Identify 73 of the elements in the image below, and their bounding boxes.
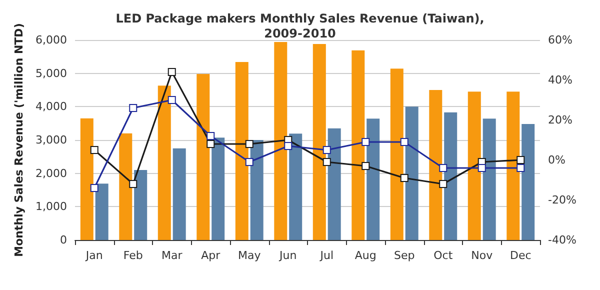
bar [274,42,288,240]
point [129,180,138,188]
bar [212,138,225,240]
y-tick-label: 5,000 [36,66,67,80]
bar [235,62,248,240]
x-tick-label: Aug [354,249,376,262]
y-axis-title: Monthly Sales Revenue ('million NTD) [12,23,26,257]
point [206,132,215,140]
bar [468,92,481,240]
bar [522,124,535,240]
point [206,140,215,148]
chart-title: LED Package makers Monthly Sales Revenue (Taiwan), 2009-2010 [116,12,484,40]
x-tick-label: Mar [161,249,183,262]
y-tick-label: 6,000 [36,34,67,46]
point [439,180,448,188]
point [168,96,176,104]
bar [134,170,148,240]
x-tick-label: Jan [84,249,103,262]
point [400,138,408,146]
bar [444,112,458,240]
point [478,164,486,172]
bar [352,50,365,240]
y2-tick-label: -20% [548,194,576,206]
x-tick-label: Apr [201,249,221,262]
y-tick-label: 2,000 [36,166,67,180]
point [516,164,525,172]
y-tick-label: 0 [60,234,67,246]
y2-tick-label: 40% [548,74,572,86]
point [516,156,525,164]
point [362,138,370,146]
y2-tick-label: 60% [548,34,572,46]
point [400,174,408,182]
point [322,158,331,166]
bar [289,134,302,240]
y-tick-label: 1,000 [36,200,67,214]
point [90,146,98,154]
bar [119,133,132,240]
x-tick-label: Sep [394,249,415,262]
x-tick-label: Feb [123,249,143,262]
point [362,162,370,170]
bar [196,74,210,240]
bar [312,44,326,240]
y2-tick-label: 0% [548,154,566,166]
point [129,104,138,112]
y-tick-label: 4,000 [36,100,67,114]
bar [80,118,94,240]
point [322,146,331,154]
x-tick-label: Oct [434,249,454,262]
x-tick-label: Nov [471,249,494,262]
bar [405,106,418,240]
bar [429,90,442,240]
bar [158,86,171,240]
bar [390,68,404,240]
bar [172,148,186,240]
bar [250,140,264,240]
y2-tick-label: 20% [548,114,572,126]
point [245,158,254,166]
bar [506,92,520,240]
y-tick-label: 3,000 [36,134,67,146]
point [168,68,176,76]
x-tick-label: Dec [510,249,532,262]
point [284,142,292,150]
point [90,184,98,192]
x-tick-label: Jul [319,249,334,262]
y2-tick-label: -40% [548,234,576,246]
x-tick-label: May [238,249,262,262]
x-tick-label: Jun [278,249,297,262]
bar [482,118,496,240]
point [439,164,448,172]
bar [95,184,108,240]
point [245,140,254,148]
bar [366,118,380,240]
bar [328,128,341,240]
